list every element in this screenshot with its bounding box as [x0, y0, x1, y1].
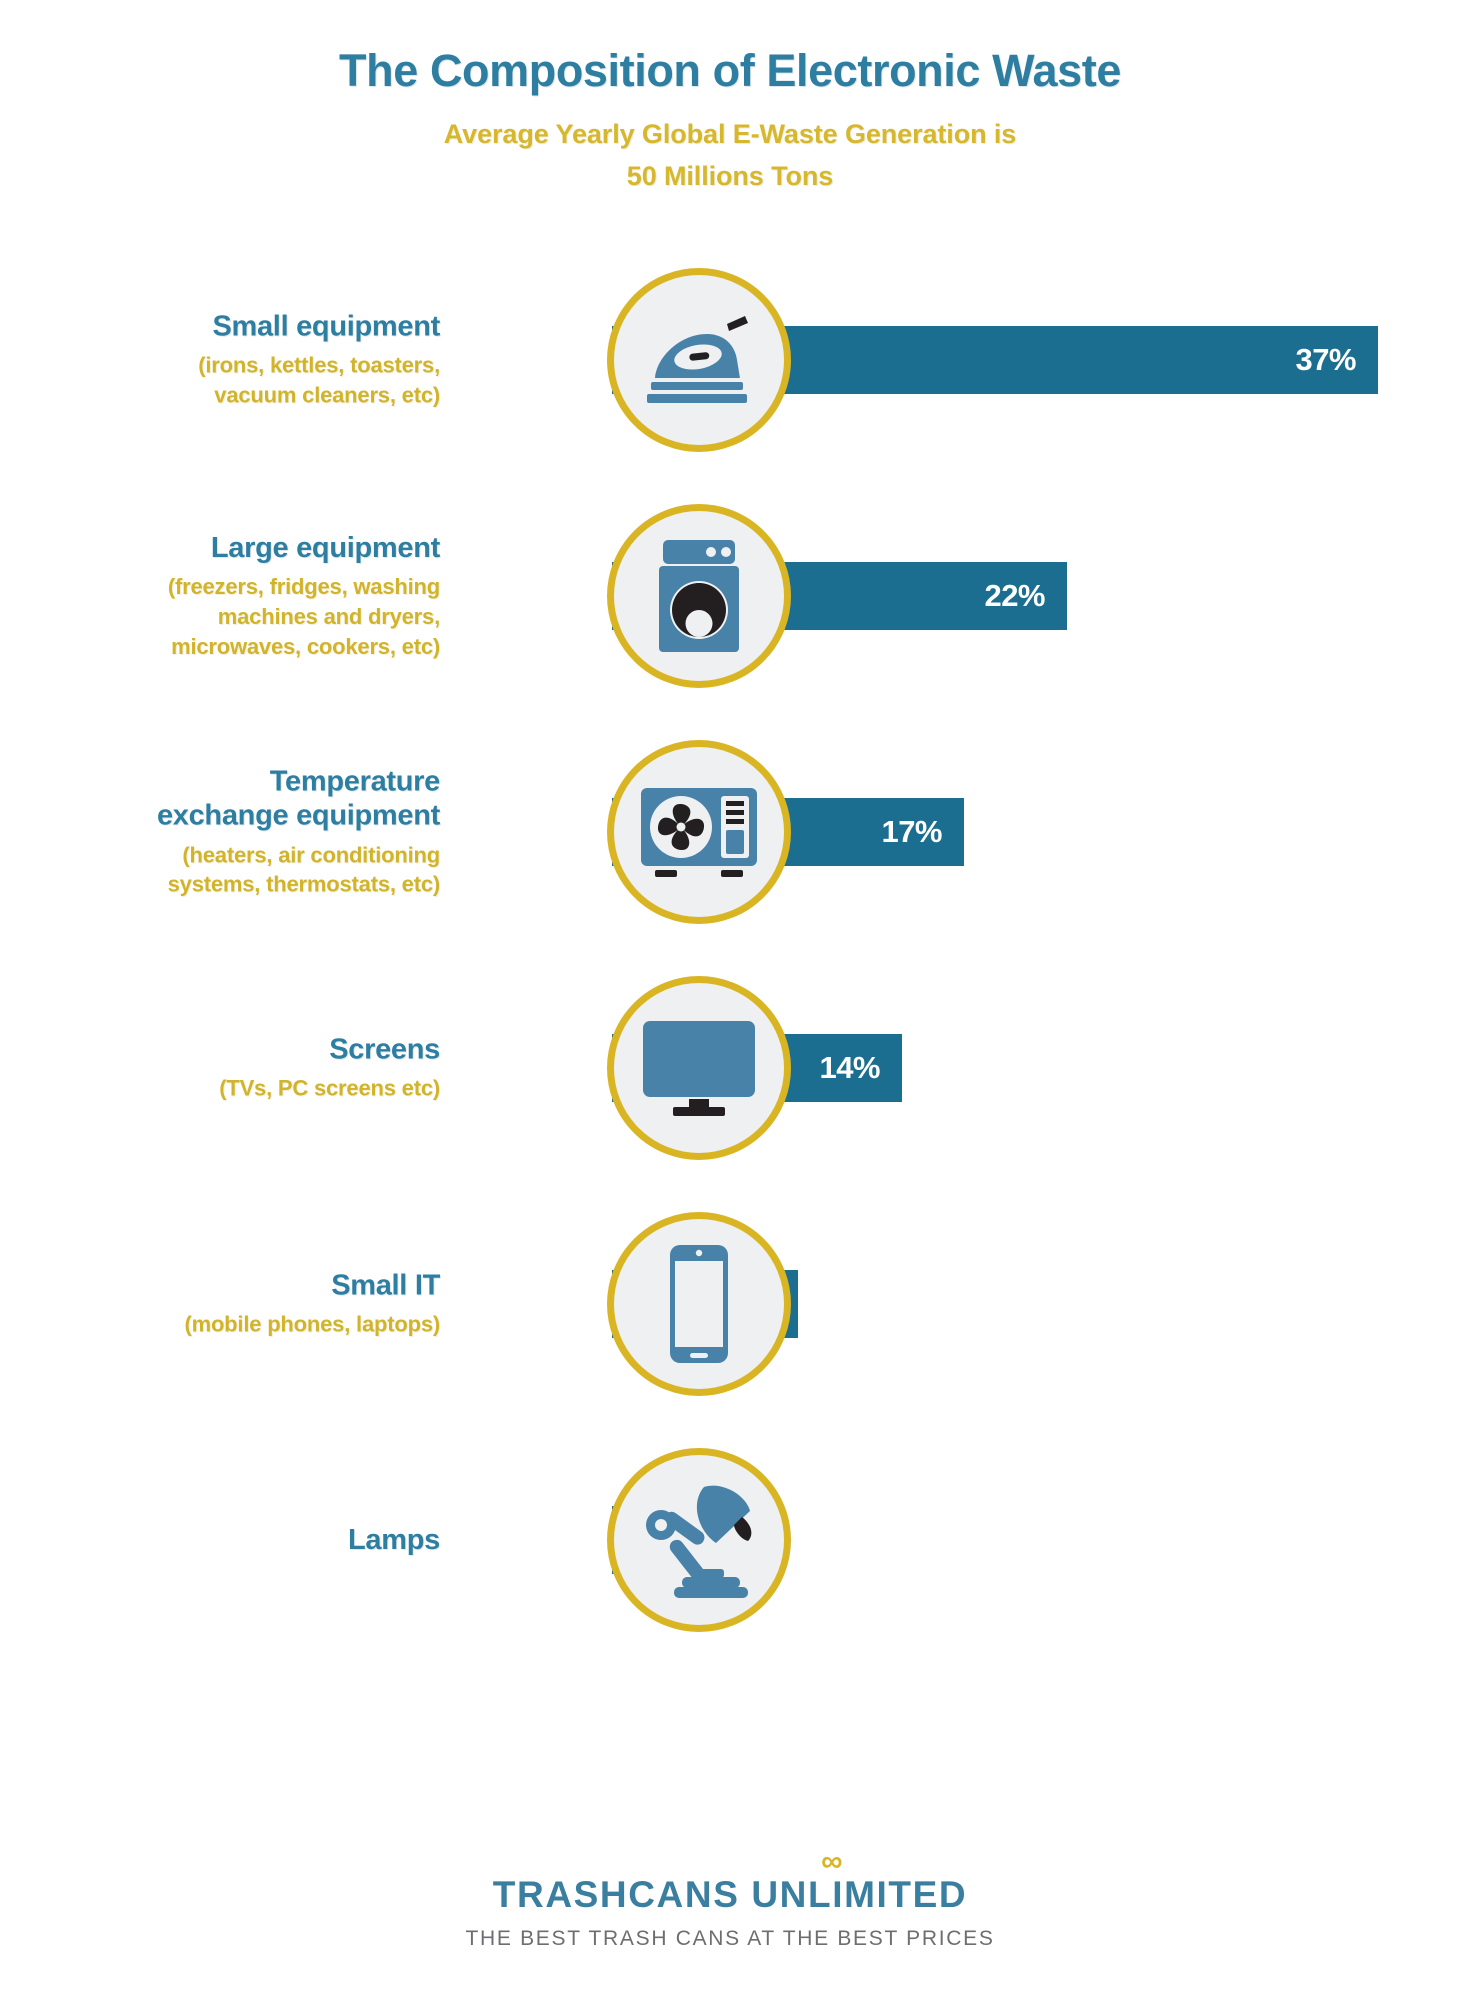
chart-row: Small IT(mobile phones, laptops)9%	[0, 1186, 1460, 1422]
chart-row: Lamps1%	[0, 1422, 1460, 1658]
page-title: The Composition of Electronic Waste	[339, 45, 1121, 96]
subtitle-line-2: 50 Millions Tons	[626, 161, 834, 192]
brand-tagline: THE BEST TRASH CANS AT THE BEST PRICES	[465, 1927, 995, 1950]
chart-row: Screens (TVs, PC screens etc) 14%	[0, 950, 1460, 1186]
category-name: Lamps	[348, 1523, 440, 1556]
category-icon-badge	[607, 268, 791, 453]
chart-row: Small equipment (irons, kettles, toasters…	[0, 242, 1460, 478]
category-label-block: Small equipment (irons, kettles, toasters…	[0, 310, 440, 411]
value-label: 14%	[819, 1050, 880, 1086]
desk-lamp-icon	[638, 1481, 760, 1599]
footer-logo: TRASHCANS UNLIMITED ∞ THE BEST TRASH CAN…	[0, 1847, 1460, 1951]
chart-row-inner: Screens (TVs, PC screens etc) 14%	[0, 950, 1460, 1186]
category-examples: (mobile phones, laptops)	[184, 1311, 440, 1337]
air-conditioner-icon	[637, 782, 761, 882]
category-name: Temperature exchange equipment	[156, 765, 440, 832]
category-label-block: Temperature exchange equipment (heaters, a…	[0, 765, 440, 900]
category-examples: (irons, kettles, toasters, vacuum cleaner…	[198, 353, 440, 408]
category-name: Screens	[329, 1033, 440, 1066]
value-label: 22%	[984, 578, 1045, 614]
chart-row-inner: Temperature exchange equipment (heaters, a…	[0, 714, 1460, 950]
subtitle-line-1: Average Yearly Global E-Waste Generation…	[443, 119, 1017, 150]
brand-name: TRASHCANS UNLIMITED ∞	[492, 1847, 968, 1916]
iron-icon	[641, 312, 757, 408]
page-subtitle: Average Yearly Global E-Waste Generation…	[0, 114, 1460, 198]
chart-row-inner: Large equipment (freezers, fridges, washi…	[0, 478, 1460, 714]
chart-row: Large equipment (freezers, fridges, washi…	[0, 478, 1460, 714]
infinity-icon: ∞	[821, 1845, 845, 1878]
category-examples: (freezers, fridges, washing machines and …	[167, 574, 440, 659]
category-name: Small IT	[331, 1269, 440, 1302]
value-label: 37%	[1295, 342, 1356, 378]
category-label-block: Large equipment (freezers, fridges, washi…	[0, 531, 440, 661]
category-icon-badge	[607, 976, 791, 1161]
category-icon-badge	[607, 1212, 791, 1397]
brand-text: TRASHCANS UNLIMITED	[492, 1874, 968, 1915]
header: The Composition of Electronic Waste Aver…	[0, 0, 1460, 198]
chart-row: Temperature exchange equipment (heaters, a…	[0, 714, 1460, 950]
category-examples: (TVs, PC screens etc)	[219, 1075, 440, 1101]
chart-row-inner: Lamps1%	[0, 1422, 1460, 1658]
category-label-block: Screens (TVs, PC screens etc)	[0, 1033, 440, 1104]
smartphone-icon	[668, 1243, 730, 1365]
chart-row-inner: Small IT(mobile phones, laptops)9%	[0, 1186, 1460, 1422]
washing-machine-icon	[653, 538, 745, 654]
category-label-block: Lamps	[0, 1523, 440, 1557]
category-examples: (heaters, air conditioning systems, therm…	[167, 842, 441, 897]
chart-row-inner: Small equipment (irons, kettles, toasters…	[0, 242, 1460, 478]
category-name: Large equipment	[210, 531, 440, 564]
monitor-icon	[639, 1017, 759, 1119]
category-icon-badge	[607, 1448, 791, 1633]
bar-chart: Small equipment (irons, kettles, toasters…	[0, 242, 1460, 1658]
category-icon-badge	[607, 504, 791, 689]
value-label: 17%	[881, 814, 942, 850]
category-label-block: Small IT (mobile phones, laptops)	[0, 1269, 440, 1340]
category-name: Small equipment	[212, 310, 440, 343]
category-icon-badge	[607, 740, 791, 925]
